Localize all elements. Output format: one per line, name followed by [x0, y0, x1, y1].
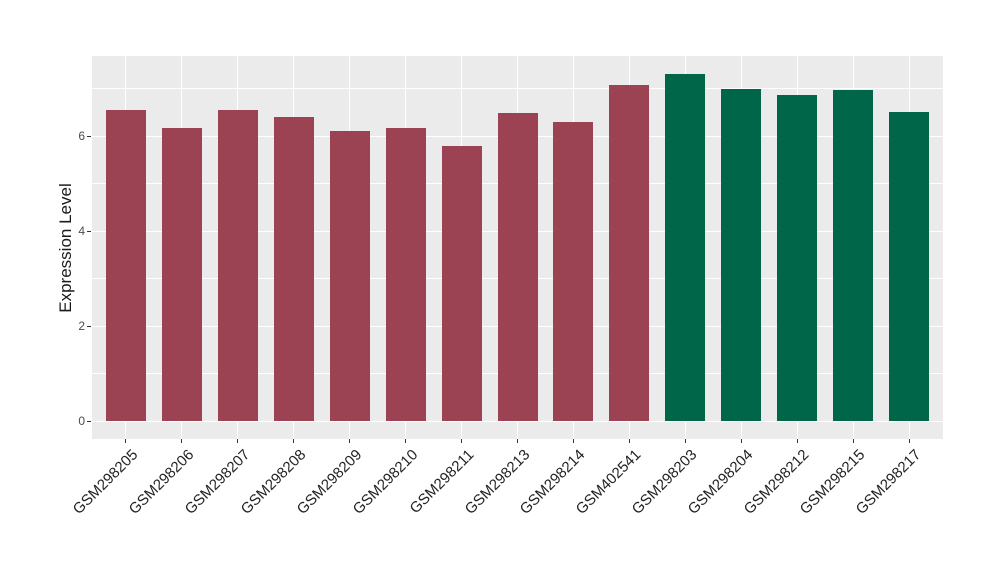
x-axis-tick [796, 439, 799, 443]
bar-GSM298212 [777, 94, 818, 422]
x-axis-tick [516, 439, 519, 443]
x-axis-tick-label: GSM298205 [69, 446, 141, 518]
x-axis-tick [572, 439, 575, 443]
bar-GSM298215 [833, 90, 874, 422]
bar-GSM298204 [721, 89, 762, 422]
x-axis-tick [236, 439, 239, 443]
y-axis-tick-label: 6 [78, 129, 85, 144]
x-axis-tick-label: GSM298203 [629, 446, 701, 518]
bar-GSM298208 [273, 117, 314, 422]
x-axis-tick [908, 439, 910, 443]
x-axis-tick [348, 439, 351, 443]
bar-GSM298214 [553, 121, 594, 422]
bar-GSM402541 [609, 84, 650, 422]
y-axis-tick-label: 0 [78, 414, 85, 429]
x-axis-tick [180, 439, 183, 443]
x-axis-tick [684, 439, 687, 443]
y-axis-tick-label: 2 [78, 319, 85, 334]
bar-GSM298209 [329, 130, 370, 422]
x-axis-tick-label: GSM298210 [349, 446, 421, 518]
bar-GSM298205 [105, 109, 146, 422]
x-axis-tick-label: GSM298208 [237, 446, 309, 518]
plot-panel [92, 56, 943, 439]
x-axis-tick-label: GSM298209 [293, 446, 365, 518]
x-axis-tick [740, 439, 743, 443]
x-axis-tick-label: GSM298212 [741, 446, 813, 518]
x-axis-tick-label: GSM298207 [181, 446, 253, 518]
x-axis-tick-label: GSM298211 [406, 446, 477, 518]
bar-GSM298203 [665, 74, 706, 422]
y-axis-tick [87, 230, 91, 232]
bar-GSM298210 [385, 128, 426, 422]
y-axis-tick [87, 135, 91, 137]
y-axis-tick-label: 4 [78, 224, 85, 239]
x-axis-tick-label: GSM298217 [853, 446, 925, 518]
bar-GSM298206 [161, 128, 202, 422]
x-axis-tick-label: GSM298206 [125, 446, 197, 518]
x-axis-tick [404, 439, 407, 443]
x-axis-tick [292, 439, 295, 443]
x-axis-tick [124, 439, 127, 443]
x-axis-tick [852, 439, 854, 443]
x-axis-tick-label: GSM402541 [573, 446, 645, 518]
bar-GSM298211 [441, 145, 482, 422]
bar-GSM298217 [889, 112, 930, 422]
x-axis-tick-label: GSM298215 [797, 446, 869, 518]
x-axis-tick-label: GSM298204 [685, 446, 757, 518]
x-axis-tick-label: GSM298213 [461, 446, 533, 518]
y-axis-title-text: Expression Level [56, 183, 75, 313]
y-axis-tick [87, 420, 91, 422]
x-axis-tick [628, 439, 631, 443]
bar-GSM298207 [217, 109, 258, 422]
x-axis-tick [460, 439, 463, 443]
y-axis-tick [87, 325, 91, 327]
bar-GSM298213 [497, 113, 538, 422]
x-axis-tick-label: GSM298214 [517, 446, 589, 518]
